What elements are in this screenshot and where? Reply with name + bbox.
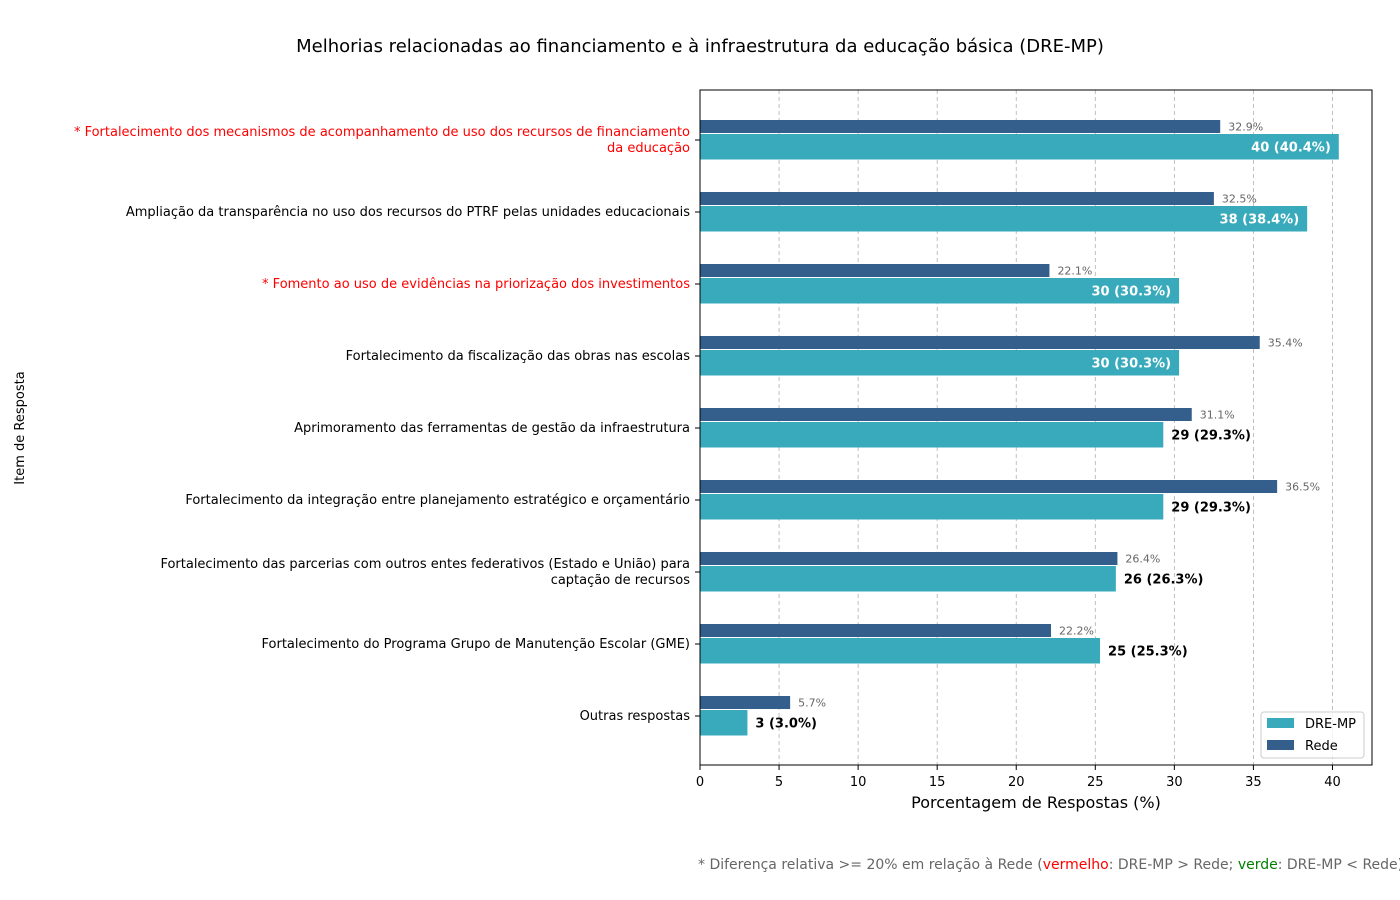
category-label: Ampliação da transparência no uso dos re…: [126, 205, 690, 220]
bar-label-dre-mp: 29 (29.3%): [1171, 428, 1251, 443]
footnote-middle: : DRE-MP > Rede;: [1108, 857, 1238, 873]
chart-title: Melhorias relacionadas ao financiamento …: [296, 36, 1104, 57]
category-label: Aprimoramento das ferramentas de gestão …: [294, 421, 690, 436]
bar-rede: [700, 696, 791, 709]
x-tick-label: 5: [775, 775, 783, 790]
bar-rede: [700, 624, 1052, 637]
bar-dre-mp: [700, 422, 1164, 448]
category-labels: * Fortalecimento dos mecanismos de acomp…: [74, 125, 700, 724]
bar-label-dre-mp: 38 (38.4%): [1220, 212, 1300, 227]
bar-rede: [700, 480, 1278, 493]
bar-dre-mp: [700, 350, 1180, 376]
footnote-prefix: * Diferença relativa >= 20% em relação à…: [698, 857, 1043, 873]
bar-label-rede: 36.5%: [1285, 481, 1320, 494]
x-tick-label: 10: [850, 775, 867, 790]
category-label: da educação: [607, 141, 690, 156]
bar-label-dre-mp: 30 (30.3%): [1091, 284, 1171, 299]
footnote: * Diferença relativa >= 20% em relação à…: [698, 857, 1400, 873]
category-label: Outras respostas: [580, 709, 691, 724]
category-label: Fortalecimento da integração entre plane…: [185, 493, 690, 508]
bar-label-rede: 22.1%: [1057, 265, 1092, 278]
bar-label-dre-mp: 30 (30.3%): [1091, 356, 1171, 371]
category-label: Fortalecimento das parcerias com outros …: [160, 557, 690, 572]
bar-label-dre-mp: 3 (3.0%): [755, 716, 817, 731]
bar-label-rede: 32.5%: [1222, 193, 1257, 206]
bar-label-rede: 31.1%: [1200, 409, 1235, 422]
plot-frame: [699, 89, 1373, 766]
legend-label-dre-mp: DRE-MP: [1305, 717, 1356, 732]
bar-label-rede: 32.9%: [1228, 121, 1263, 134]
category-label: Fortalecimento da fiscalização das obras…: [346, 349, 691, 364]
bar-label-dre-mp: 26 (26.3%): [1124, 572, 1204, 587]
bars-layer: [700, 120, 1339, 736]
category-label: * Fortalecimento dos mecanismos de acomp…: [74, 125, 690, 140]
bar-dre-mp: [700, 710, 748, 736]
legend-swatch-dre-mp: [1267, 718, 1294, 728]
bar-rede: [700, 120, 1221, 133]
bar-dre-mp: [700, 566, 1116, 592]
bar-rede: [700, 408, 1192, 421]
bar-label-rede: 5.7%: [798, 697, 826, 710]
x-axis: 0 5 10 15 20 25 30 35 40: [696, 765, 1341, 790]
footnote-red-word: vermelho: [1042, 857, 1109, 873]
bar-label-dre-mp: 40 (40.4%): [1251, 140, 1331, 155]
bar-rede: [700, 336, 1260, 349]
bar-dre-mp: [700, 206, 1308, 232]
bar-labels-layer: 32.9% 40 (40.4%) 32.5% 38 (38.4%) 22.1% 30 (3…: [755, 121, 1330, 732]
bar-rede: [700, 264, 1050, 277]
x-tick-label: 25: [1087, 775, 1104, 790]
bar-label-rede: 22.2%: [1059, 625, 1094, 638]
bar-label-dre-mp: 29 (29.3%): [1171, 500, 1251, 515]
bar-label-rede: 26.4%: [1125, 553, 1160, 566]
y-axis-label: Item de Resposta: [13, 371, 28, 484]
category-label: captação de recursos: [551, 573, 691, 588]
legend-label-rede: Rede: [1305, 739, 1338, 754]
bar-dre-mp: [700, 134, 1339, 160]
legend: DRE-MP Rede: [1260, 711, 1365, 759]
bar-rede: [700, 552, 1118, 565]
x-tick-label: 15: [929, 775, 946, 790]
bar-dre-mp: [700, 494, 1164, 520]
x-tick-label: 20: [1008, 775, 1025, 790]
category-label: * Fomento ao uso de evidências na priori…: [262, 277, 690, 292]
bar-label-rede: 35.4%: [1268, 337, 1303, 350]
bar-label-dre-mp: 25 (25.3%): [1108, 644, 1188, 659]
category-label: Fortalecimento do Programa Grupo de Manu…: [262, 637, 690, 652]
footnote-green-word: verde: [1237, 857, 1278, 873]
x-tick-label: 40: [1324, 775, 1341, 790]
bar-dre-mp: [700, 638, 1101, 664]
x-axis-label: Porcentagem de Respostas (%): [911, 793, 1161, 812]
bar-rede: [700, 192, 1214, 205]
legend-swatch-rede: [1267, 740, 1294, 750]
x-tick-label: 0: [696, 775, 704, 790]
bar-dre-mp: [700, 278, 1180, 304]
footnote-suffix: : DRE-MP < Rede): [1277, 857, 1400, 873]
x-tick-label: 30: [1166, 775, 1183, 790]
x-tick-label: 35: [1245, 775, 1262, 790]
